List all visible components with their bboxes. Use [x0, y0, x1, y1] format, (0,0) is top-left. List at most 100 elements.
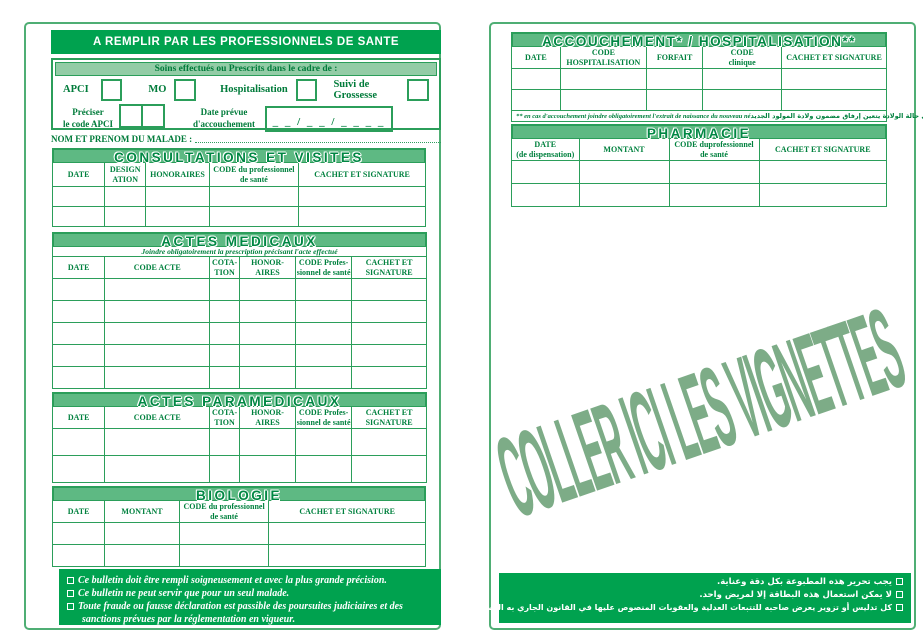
empty-cell[interactable] — [351, 428, 427, 457]
col-header: CACHET ET SIGNATURE — [351, 405, 427, 430]
empty-cell[interactable] — [178, 522, 270, 546]
empty-cell[interactable] — [238, 366, 297, 390]
empty-cell[interactable] — [51, 455, 106, 484]
col-header: DATE — [51, 499, 106, 524]
empty-cell[interactable] — [645, 89, 704, 112]
empty-cell[interactable] — [295, 455, 353, 484]
table-row — [51, 206, 426, 227]
empty-cell[interactable] — [104, 300, 211, 324]
empty-cell[interactable] — [268, 522, 426, 546]
empty-cell[interactable] — [351, 278, 427, 302]
empty-cell[interactable] — [351, 455, 427, 484]
footer-line-arabic: لا يمكن استعمال هذه البطاقة إلا لمريض وا… — [507, 589, 903, 602]
empty-cell[interactable] — [295, 322, 353, 346]
empty-cell[interactable] — [104, 186, 147, 207]
empty-cell[interactable] — [295, 344, 353, 368]
empty-cell[interactable] — [51, 344, 106, 368]
actes-medicaux-section: ACTES MEDICAUX Joindre obligatoirement l… — [51, 232, 427, 390]
empty-cell[interactable] — [178, 544, 270, 568]
empty-cell[interactable] — [351, 366, 427, 390]
empty-cell[interactable] — [559, 89, 648, 112]
empty-cell[interactable] — [208, 206, 300, 227]
empty-cell[interactable] — [702, 68, 782, 91]
empty-cell[interactable] — [578, 183, 670, 208]
col-header: CODE du professionnel de santé — [178, 499, 270, 524]
empty-cell[interactable] — [238, 428, 297, 457]
empty-cell[interactable] — [351, 322, 427, 346]
empty-cell[interactable] — [104, 322, 211, 346]
empty-cell[interactable] — [578, 160, 670, 185]
empty-cell[interactable] — [145, 186, 210, 207]
empty-cell[interactable] — [209, 278, 240, 302]
empty-cell[interactable] — [145, 206, 210, 227]
empty-cell[interactable] — [668, 160, 760, 185]
empty-cell[interactable] — [51, 522, 106, 546]
empty-cell[interactable] — [781, 89, 887, 112]
empty-cell[interactable] — [209, 300, 240, 324]
empty-cell[interactable] — [668, 183, 760, 208]
col-header: MONTANT — [578, 137, 670, 162]
empty-cell[interactable] — [758, 183, 887, 208]
empty-cell[interactable] — [238, 344, 297, 368]
patient-name-field[interactable] — [195, 134, 441, 143]
empty-cell[interactable] — [268, 544, 426, 568]
empty-cell[interactable] — [298, 206, 426, 227]
empty-cell[interactable] — [104, 366, 211, 390]
mo-checkbox[interactable] — [174, 78, 197, 101]
date-accouchement-field[interactable]: _ _ / _ _ / _ _ _ _ — [265, 105, 393, 132]
empty-cell[interactable] — [295, 300, 353, 324]
empty-cell[interactable] — [104, 455, 211, 484]
empty-cell[interactable] — [295, 278, 353, 302]
vignettes-watermark-area[interactable]: COLLER ICI LES VIGNETTES — [484, 287, 917, 543]
empty-cell[interactable] — [104, 544, 180, 568]
empty-cell[interactable] — [511, 160, 580, 185]
empty-cell[interactable] — [209, 344, 240, 368]
actes-paramedicaux-section: ACTES PARAMEDICAUX DATE CODE ACTE COTA- T… — [51, 392, 427, 484]
empty-cell[interactable] — [51, 186, 106, 207]
checkbox-icon — [67, 603, 74, 610]
empty-cell[interactable] — [702, 89, 782, 112]
apci-checkbox[interactable] — [100, 78, 123, 101]
empty-cell[interactable] — [208, 186, 300, 207]
empty-cell[interactable] — [51, 206, 106, 227]
empty-cell[interactable] — [295, 428, 353, 457]
empty-cell[interactable] — [511, 89, 561, 112]
empty-cell[interactable] — [209, 428, 240, 457]
empty-cell[interactable] — [238, 322, 297, 346]
empty-cell[interactable] — [51, 278, 106, 302]
empty-cell[interactable] — [511, 183, 580, 208]
biologie-table: DATE MONTANT CODE du professionnel de san… — [51, 499, 426, 568]
empty-cell[interactable] — [209, 322, 240, 346]
empty-cell[interactable] — [104, 522, 180, 546]
empty-cell[interactable] — [51, 300, 106, 324]
empty-cell[interactable] — [51, 544, 106, 568]
empty-cell[interactable] — [781, 68, 887, 91]
empty-cell[interactable] — [238, 278, 297, 302]
empty-cell[interactable] — [104, 206, 147, 227]
empty-cell[interactable] — [51, 428, 106, 457]
empty-cell[interactable] — [104, 428, 211, 457]
empty-cell[interactable] — [295, 366, 353, 390]
col-header: COTA- TION — [209, 255, 240, 280]
empty-cell[interactable] — [351, 300, 427, 324]
grossesse-checkbox[interactable] — [407, 78, 430, 101]
empty-cell[interactable] — [104, 278, 211, 302]
empty-cell[interactable] — [351, 344, 427, 368]
apci-code-box-2[interactable] — [141, 104, 165, 128]
hospitalisation-checkbox[interactable] — [295, 78, 318, 101]
col-header: CODE Profes-sionnel de santé — [295, 255, 353, 280]
empty-cell[interactable] — [298, 186, 426, 207]
empty-cell[interactable] — [51, 322, 106, 346]
empty-cell[interactable] — [104, 344, 211, 368]
empty-cell[interactable] — [559, 68, 648, 91]
empty-cell[interactable] — [209, 366, 240, 390]
empty-cell[interactable] — [238, 300, 297, 324]
empty-cell[interactable] — [238, 455, 297, 484]
apci-code-box-1[interactable] — [119, 104, 143, 128]
empty-cell[interactable] — [51, 366, 106, 390]
empty-cell[interactable] — [645, 68, 704, 91]
empty-cell[interactable] — [511, 68, 561, 91]
empty-cell[interactable] — [758, 160, 887, 185]
empty-cell[interactable] — [209, 455, 240, 484]
col-header: CACHET ET SIGNATURE — [758, 137, 887, 162]
